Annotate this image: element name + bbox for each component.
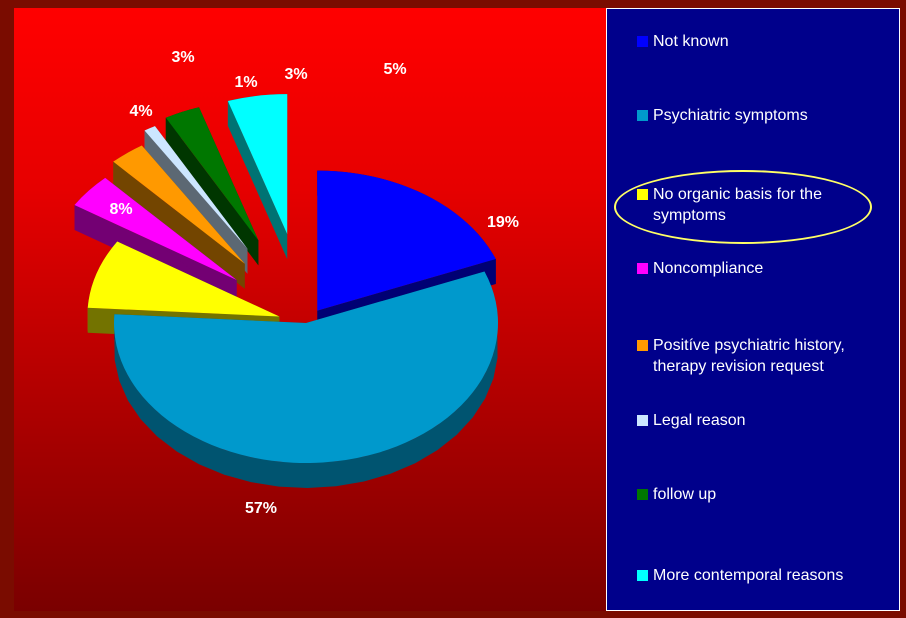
pie-label-follow-up: 3% <box>284 66 307 83</box>
legend-swatch <box>637 415 648 426</box>
legend-label: No organic basis for the symptoms <box>653 186 822 224</box>
legend-swatch <box>637 489 648 500</box>
legend-item-positive-psychiatric-history: Positíve psychiatric history, therapy re… <box>637 335 887 377</box>
legend-label: Not known <box>653 33 729 50</box>
legend-item-noncompliance: Noncompliance <box>637 258 887 279</box>
pie-label-noncompliance: 4% <box>129 103 152 120</box>
pie-slice-follow-up <box>165 107 259 266</box>
pie-slice-top <box>227 94 288 235</box>
legend-label: Legal reason <box>653 412 746 429</box>
pie-slices <box>74 94 498 488</box>
legend-swatch <box>637 263 648 274</box>
pie-slice-psychiatric-symptoms <box>114 271 498 488</box>
pie-slice-more-contemporal-reasons <box>227 94 288 260</box>
pie-slice-top <box>74 177 237 280</box>
legend-swatch <box>637 340 648 351</box>
legend-swatch <box>637 189 648 200</box>
pie-slice-top <box>144 126 248 249</box>
legend-item-not-known: Not known <box>637 31 887 52</box>
pie-chart: 19% 57% 8% 4% 3% 1% 3% 5% <box>74 49 519 517</box>
pie-label-legal-reason: 1% <box>234 74 257 91</box>
pie-slice-edge <box>165 117 259 266</box>
legend-label: Psychiatric symptoms <box>653 107 808 124</box>
legend-swatch <box>637 110 648 121</box>
legend-label: Noncompliance <box>653 260 764 277</box>
plot-area: 19% 57% 8% 4% 3% 1% 3% 5% <box>14 8 606 611</box>
legend-label: Positíve psychiatric history, therapy re… <box>653 337 845 375</box>
pie-label-psychiatric-symptoms: 57% <box>245 500 277 517</box>
pie-slice-top <box>317 170 496 311</box>
pie-slice-edge <box>227 100 288 260</box>
legend-item-psychiatric-symptoms: Psychiatric symptoms <box>637 105 887 126</box>
legend-item-follow-up: follow up <box>637 484 887 505</box>
legend-label: follow up <box>653 486 717 503</box>
pie-slice-top <box>165 107 259 241</box>
pie-label-more-contemporal-reasons: 5% <box>383 61 406 78</box>
pie-label-not-known: 19% <box>487 214 519 231</box>
chart-legend: Not known Psychiatric symptoms No organi… <box>606 8 900 611</box>
pie-slice-top <box>114 271 498 463</box>
legend-swatch <box>637 36 648 47</box>
pie-slice-top <box>113 145 245 264</box>
pie-slice-top <box>87 241 280 317</box>
legend-swatch <box>637 570 648 581</box>
legend-item-legal-reason: Legal reason <box>637 410 887 431</box>
pie-slice-edge <box>113 161 245 289</box>
highlight-ellipse <box>614 170 872 244</box>
pie-slice-positive-psychiatric-history <box>113 145 245 289</box>
legend-label: More contemporal reasons <box>653 567 844 584</box>
pie-labels: 19% 57% 8% 4% 3% 1% 3% 5% <box>109 49 519 517</box>
legend-item-no-organic-basis: No organic basis for the symptoms <box>637 184 887 226</box>
pie-label-positive-psychiatric-history: 3% <box>171 49 194 66</box>
pie-label-no-organic-basis: 8% <box>109 201 132 218</box>
legend-item-more-contemporal-reasons: More contemporal reasons <box>637 565 887 586</box>
